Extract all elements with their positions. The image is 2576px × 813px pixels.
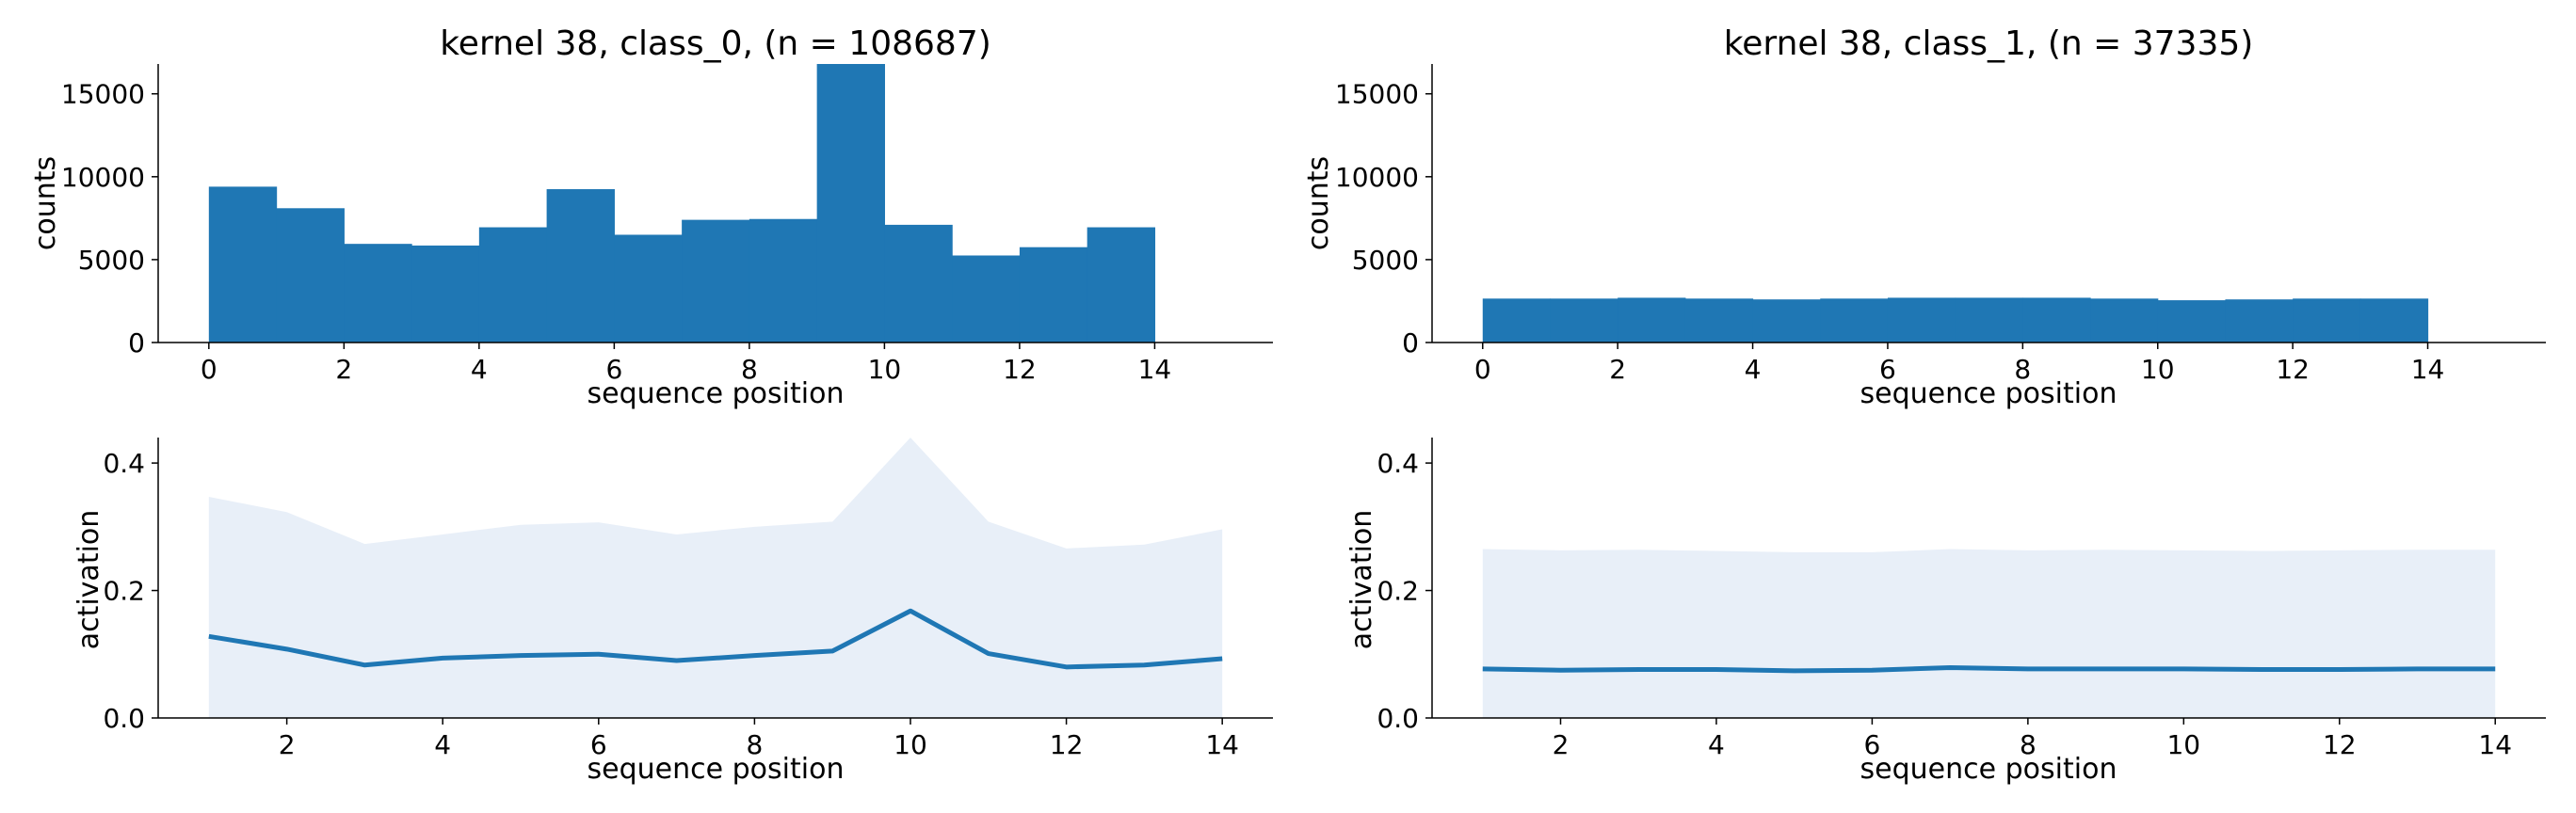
histogram-bar [1684,298,1754,343]
y-tick-label: 10000 [1335,162,1419,193]
y-tick-label: 15000 [61,79,145,110]
x-tick-label: 4 [1745,354,1762,385]
x-tick-label: 2 [279,729,296,760]
y-tick-label: 0.2 [103,576,145,607]
y-tick-label: 10000 [61,162,145,193]
x-tick-label: 4 [471,354,488,385]
histogram-bar [1482,298,1552,343]
mean-activation-line [208,608,1223,670]
y-tick-label: 0 [1402,327,1419,359]
x-axis-label: sequence position [1860,377,2117,410]
histogram-bar [2359,298,2429,343]
histogram-bar [546,189,615,343]
y-tick-label: 0.0 [1377,703,1419,734]
x-tick-label: 6 [1863,729,1880,760]
histogram-bar [1550,298,1618,343]
y-tick-label: 0.4 [103,448,145,479]
x-axis-label: sequence position [1860,753,2117,786]
tick-marks: 2 4 6 8 10 12 14 0.0 0.2 0.4 [103,448,1239,760]
histogram-bar [2225,299,2294,343]
histogram-bar [749,218,818,343]
panel-class1-histogram: kernel 38, class_1, (n = 37335) 0 2 4 6 8 10 1… [1302,24,2546,410]
histogram-bar [478,227,548,343]
histogram-bar [2157,300,2227,343]
histogram-bar [816,64,885,343]
panel-class0-activation: 2 4 6 8 10 12 14 0.0 0.2 0.4 sequence position ac… [72,438,1273,786]
x-tick-label: 0 [201,354,217,385]
x-tick-label: 12 [1050,729,1084,760]
y-tick-label: 0 [128,327,145,359]
x-tick-label: 2 [1553,729,1570,760]
histogram-bar [614,234,683,343]
histogram-bars [1482,297,2429,343]
x-axis-label: sequence position [588,753,845,786]
activation-band [1482,549,2496,718]
x-tick-label: 14 [1138,354,1172,385]
histogram-bar [682,219,750,343]
histogram-bar [276,208,345,343]
histogram-bar [1955,297,2023,343]
histogram-bar [1820,298,1889,343]
panel-class0-histogram: kernel 38, class_0, (n = 108687) 0 2 4 6 8 10… [29,24,1273,410]
x-tick-label: 6 [605,354,622,385]
x-tick-label: 10 [2166,729,2200,760]
histogram-bar [884,224,953,343]
chart-title: kernel 38, class_1, (n = 37335) [1724,24,2254,63]
histogram-bar [1019,247,1088,343]
activation-band [208,438,1223,718]
x-tick-label: 8 [741,354,758,385]
histogram-bars [208,64,1156,343]
chart-title: kernel 38, class_0, (n = 108687) [440,24,991,63]
y-axis-label: counts [1302,156,1335,250]
histogram-bar [1887,297,1956,343]
histogram-bar [2293,298,2361,343]
x-tick-label: 8 [746,729,763,760]
y-tick-label: 15000 [1335,79,1419,110]
histogram-bar [1752,299,1821,343]
activation-plot [1482,549,2496,718]
x-tick-label: 10 [868,354,902,385]
x-tick-label: 12 [1003,354,1037,385]
y-axis-label: activation [72,510,105,650]
x-tick-label: 8 [2020,729,2037,760]
y-axis-label: activation [1345,510,1378,650]
x-tick-label: 2 [1609,354,1626,385]
y-tick-label: 5000 [78,245,145,276]
x-tick-label: 0 [1474,354,1491,385]
histogram-bar [2090,298,2159,343]
y-tick-label: 5000 [1352,245,1419,276]
y-tick-label: 0.2 [1377,576,1419,607]
histogram-bar [1087,227,1156,343]
x-tick-label: 4 [434,729,451,760]
activation-plot [208,438,1223,718]
x-tick-label: 12 [2323,729,2357,760]
y-tick-label: 0.4 [1377,448,1419,479]
x-tick-label: 12 [2276,354,2310,385]
panel-class1-activation: 2 4 6 8 10 12 14 0.0 0.2 0.4 sequence position ac… [1345,438,2546,786]
x-axis-label: sequence position [588,377,845,410]
x-tick-label: 2 [335,354,352,385]
tick-marks: 0 2 4 6 8 10 12 14 0 5000 10000 15000 [1335,79,2444,385]
x-tick-label: 10 [894,729,927,760]
histogram-bar [1618,297,1686,343]
tick-marks: 2 4 6 8 10 12 14 0.0 0.2 0.4 [1377,448,2512,760]
histogram-bar [952,255,1021,343]
histogram-bar [411,245,480,343]
x-tick-label: 14 [2478,729,2512,760]
histogram-bar [208,186,278,343]
y-tick-label: 0.0 [103,703,145,734]
x-tick-label: 8 [2014,354,2031,385]
x-tick-label: 14 [2411,354,2445,385]
histogram-bar [2022,297,2091,343]
tick-marks: 0 2 4 6 8 10 12 14 0 5000 10000 15000 [61,79,1171,385]
histogram-bar [344,244,412,343]
x-tick-label: 10 [2141,354,2175,385]
x-tick-label: 6 [590,729,607,760]
x-tick-label: 14 [1205,729,1239,760]
x-tick-label: 6 [1879,354,1896,385]
y-axis-label: counts [29,156,62,250]
mean-activation-line [1482,664,2496,674]
x-tick-label: 4 [1708,729,1725,760]
